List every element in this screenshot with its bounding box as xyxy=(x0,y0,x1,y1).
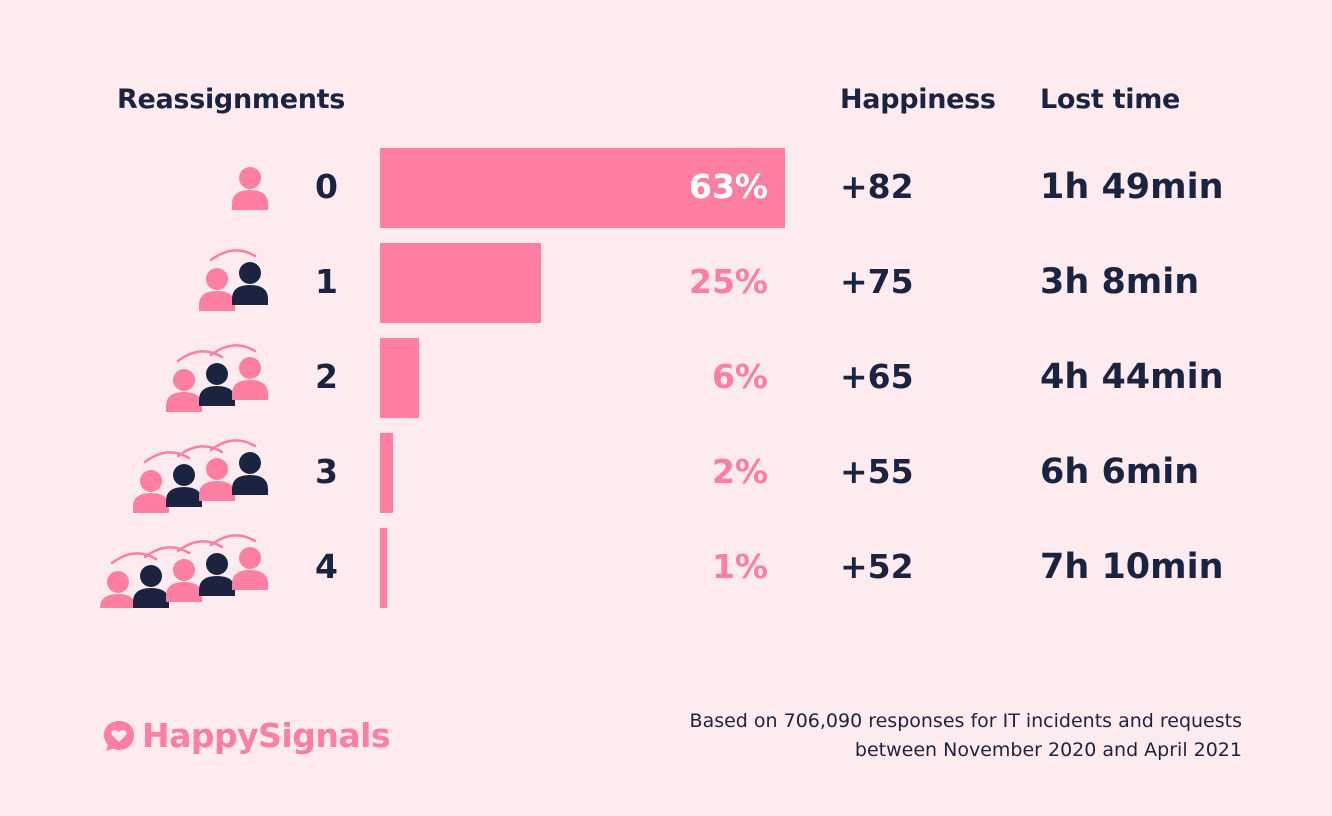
chart-row: 4 1% +52 7h 10min xyxy=(0,528,1332,608)
happiness-value: +55 xyxy=(840,452,914,491)
people-icon-group xyxy=(100,534,268,608)
lost-time-value: 3h 8min xyxy=(1040,262,1200,302)
lost-time-value: 7h 10min xyxy=(1040,547,1224,587)
reassign-arrow-icon xyxy=(143,451,191,464)
person-icon xyxy=(199,268,235,311)
reassignment-count: 0 xyxy=(315,167,338,206)
people-icon-group xyxy=(199,249,268,311)
reassign-arrow-icon xyxy=(209,439,257,452)
bar-value-label: 6% xyxy=(711,357,768,396)
reassignment-count: 4 xyxy=(315,547,338,586)
lost-time-value: 1h 49min xyxy=(1040,167,1224,207)
lost-time-header: Lost time xyxy=(1040,84,1181,115)
reassignment-count: 1 xyxy=(315,262,338,301)
person-icon xyxy=(166,559,202,602)
chart-row: 0 63% +82 1h 49min xyxy=(0,148,1332,228)
happiness-value: +82 xyxy=(840,167,914,206)
footnote-line-2: between November 2020 and April 2021 xyxy=(854,739,1242,761)
bar-value-label: 1% xyxy=(711,547,768,586)
people-icon-group xyxy=(166,344,268,412)
happiness-value: +52 xyxy=(840,547,914,586)
bar xyxy=(380,528,387,608)
person-icon xyxy=(133,470,169,513)
chart-row: 1 25% +75 3h 8min xyxy=(0,243,1332,323)
happysignals-logo: HappySignals xyxy=(102,716,422,760)
person-icon xyxy=(232,547,268,590)
people-icon-group xyxy=(133,439,268,513)
bar xyxy=(380,243,541,323)
reassign-arrow-icon xyxy=(209,249,257,262)
reassign-arrow-icon xyxy=(209,534,257,547)
person-icon xyxy=(100,571,136,608)
person-icon xyxy=(232,357,268,400)
person-icon xyxy=(133,565,169,608)
reassign-arrow-icon xyxy=(176,540,224,553)
chart-row: 3 2% +55 6h 6min xyxy=(0,433,1332,513)
happiness-header: Happiness xyxy=(840,84,996,115)
logo-wordmark: HappySignals xyxy=(142,716,391,755)
bar xyxy=(380,338,419,418)
reassignments-header: Reassignments xyxy=(117,84,346,115)
reassign-arrow-icon xyxy=(143,546,191,559)
reassign-arrow-icon xyxy=(176,445,224,458)
reassign-arrow-icon xyxy=(209,344,257,357)
person-icon xyxy=(232,452,268,495)
reassignment-count: 3 xyxy=(315,452,338,491)
lost-time-value: 6h 6min xyxy=(1040,452,1200,492)
bar-value-label: 63% xyxy=(689,167,768,206)
person-icon xyxy=(199,363,235,406)
chart-row: 2 6% +65 4h 44min xyxy=(0,338,1332,418)
happiness-value: +65 xyxy=(840,357,914,396)
person-icon xyxy=(232,167,268,210)
bar xyxy=(380,433,393,513)
reassign-arrow-icon xyxy=(110,552,158,565)
person-icon xyxy=(232,262,268,305)
person-icon xyxy=(199,458,235,501)
person-icon xyxy=(199,553,235,596)
lost-time-value: 4h 44min xyxy=(1040,357,1224,397)
heart-speech-bubble-icon xyxy=(104,721,134,751)
bar-value-label: 25% xyxy=(689,262,768,301)
happiness-value: +75 xyxy=(840,262,914,301)
footnote: Based on 706,090 responses for IT incide… xyxy=(690,707,1242,765)
reassignment-count: 2 xyxy=(315,357,338,396)
person-icon xyxy=(166,369,202,412)
footnote-line-1: Based on 706,090 responses for IT incide… xyxy=(689,710,1242,732)
people-icon-group xyxy=(232,167,268,210)
bar-value-label: 2% xyxy=(711,452,768,491)
bar xyxy=(380,148,785,228)
reassign-arrow-icon xyxy=(176,350,224,363)
person-icon xyxy=(166,464,202,507)
